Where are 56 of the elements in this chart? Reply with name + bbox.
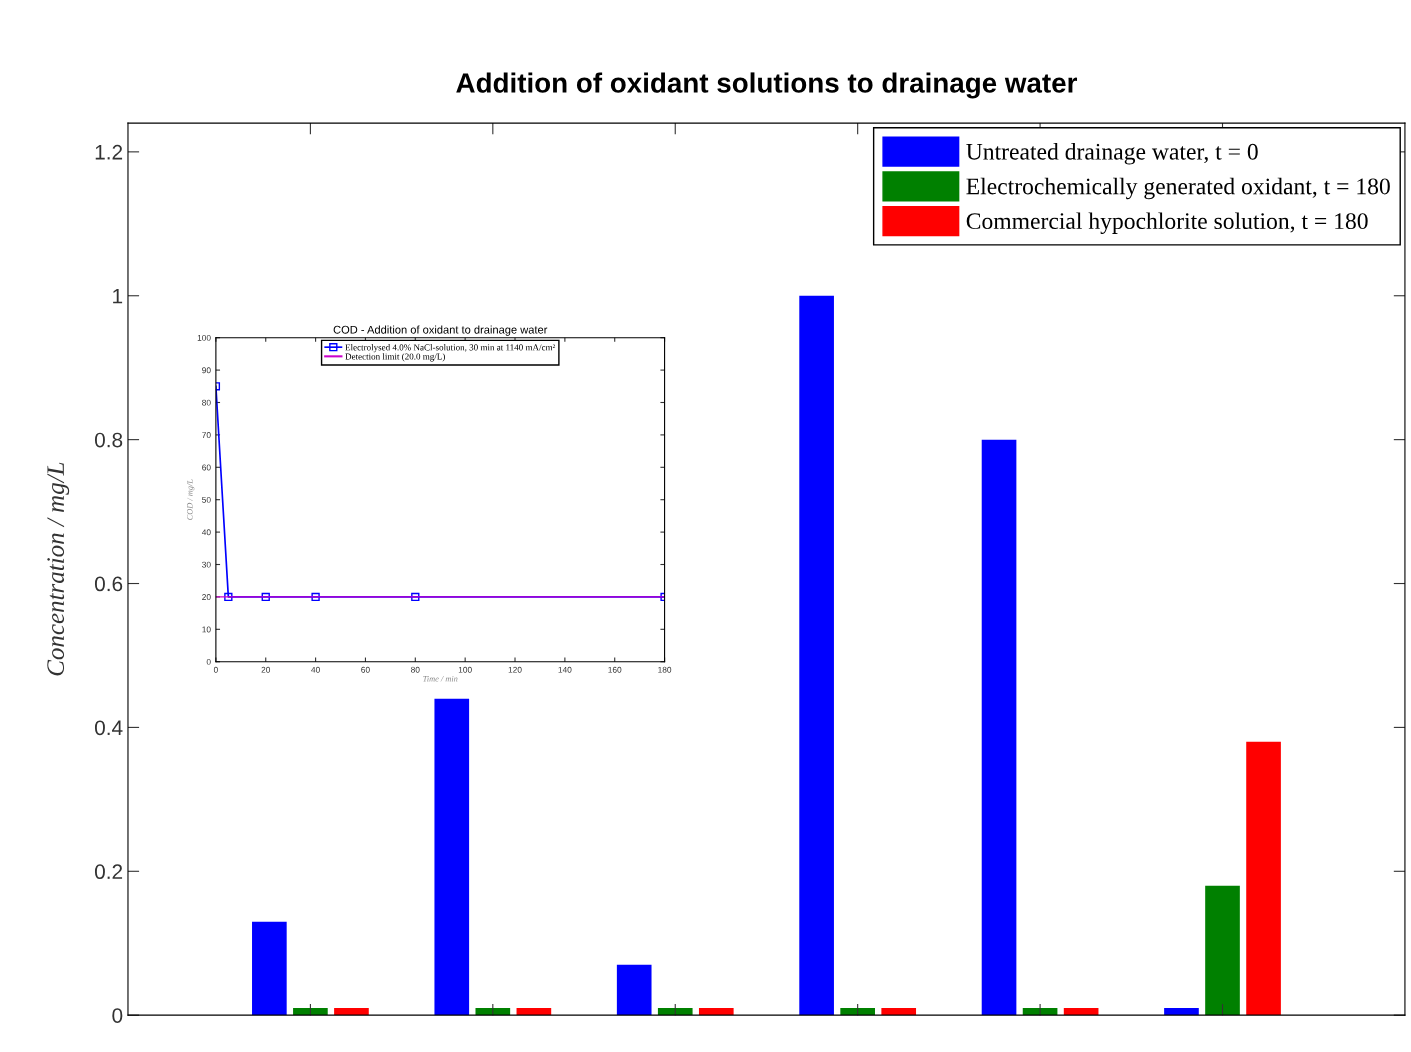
x-tick-label: 160 [608,666,622,673]
legend-label: Detection limit (20.0 mg/L) [345,353,445,362]
x-tick-label: 0 [213,666,218,673]
bar [881,1007,917,1016]
bar [516,1007,552,1016]
bar [1246,741,1281,1016]
bar [334,1007,369,1016]
y-tick-label: 0.2 [94,864,123,880]
bar [1164,1007,1199,1016]
y-tick-label: 80 [202,399,211,406]
bar [840,1007,875,1016]
y-tick-label: 1 [113,288,123,304]
x-tick-label: 140 [558,666,572,673]
bar [252,921,287,1016]
bar [657,1007,693,1016]
bar [799,295,834,1016]
x-tick-label: 20 [261,666,271,673]
y-tick-label: 100 [197,334,211,341]
y-tick-label: 0.6 [94,576,123,592]
y-tick-label: 0.4 [94,720,123,736]
bar [616,964,652,1016]
y-axis-title: Concentration / mg/L [47,462,70,676]
bar [1022,1007,1058,1016]
bar [434,698,470,1016]
legend-label: Untreated drainage water, t = 0 [966,143,1258,165]
x-tick-label: 180 [658,666,672,673]
x-axis-title: Time / min [423,675,458,682]
y-tick-label: 0 [206,658,211,665]
x-tick-label: 100 [458,666,472,673]
x-tick-label: 80 [411,666,420,673]
bar [293,1007,328,1016]
y-tick-label: 60 [202,464,211,471]
chart-title: COD - Addition of oxidant to drainage water [333,325,548,336]
bar [1063,1007,1099,1016]
y-axis-title: COD / mg/L [187,479,195,520]
legend-label: Commercial hypochlorite solution, t = 180 [966,212,1368,234]
bar [1205,885,1240,1016]
bar [981,439,1017,1016]
y-tick-label: 20 [202,594,211,601]
legend-label: Electrolysed 4.0% NaCl-solution, 30 min at 1140 mA/cm² [345,344,556,353]
y-tick-label: 90 [202,367,211,374]
y-tick-label: 0.8 [94,432,123,448]
y-tick-label: 10 [202,626,211,633]
y-tick-label: 0 [112,1008,123,1023]
y-tick-label: 50 [202,496,211,503]
legend-label: Electrochemically generated oxidant, t = 180 [966,177,1390,200]
y-tick-label: 70 [202,432,211,438]
y-tick-label: 40 [201,529,211,536]
bar [475,1007,511,1016]
x-tick-label: 40 [311,666,320,673]
bar [698,1007,734,1016]
y-tick-label: 30 [202,561,211,568]
chart-title: Addition of oxidant solutions to drainage water [456,72,1078,99]
x-tick-label: 120 [508,666,522,673]
x-tick-label: 60 [361,666,370,673]
y-tick-label: 1.2 [95,144,123,160]
